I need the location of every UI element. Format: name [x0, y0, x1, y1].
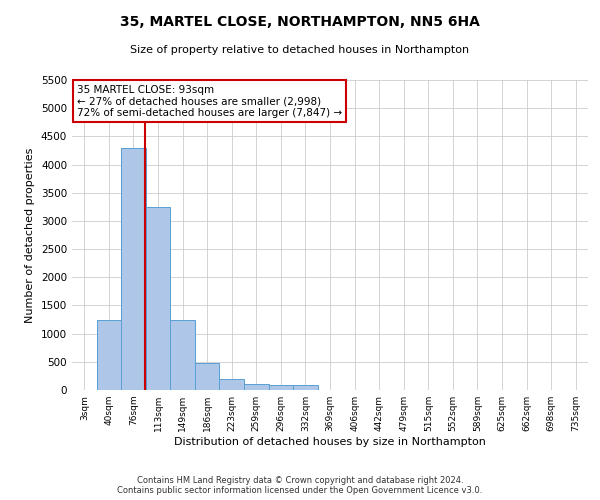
Bar — [170, 320, 195, 390]
Bar — [97, 320, 121, 390]
Bar — [244, 384, 269, 390]
Bar — [220, 378, 244, 390]
Bar — [146, 207, 170, 390]
X-axis label: Distribution of detached houses by size in Northampton: Distribution of detached houses by size … — [174, 437, 486, 447]
Bar — [195, 363, 220, 390]
Text: 35, MARTEL CLOSE, NORTHAMPTON, NN5 6HA: 35, MARTEL CLOSE, NORTHAMPTON, NN5 6HA — [120, 15, 480, 29]
Y-axis label: Number of detached properties: Number of detached properties — [25, 148, 35, 322]
Text: Contains HM Land Registry data © Crown copyright and database right 2024.
Contai: Contains HM Land Registry data © Crown c… — [118, 476, 482, 495]
Bar — [121, 148, 146, 390]
Text: 35 MARTEL CLOSE: 93sqm
← 27% of detached houses are smaller (2,998)
72% of semi-: 35 MARTEL CLOSE: 93sqm ← 27% of detached… — [77, 84, 342, 118]
Text: Size of property relative to detached houses in Northampton: Size of property relative to detached ho… — [130, 45, 470, 55]
Bar — [293, 386, 318, 390]
Bar — [269, 386, 293, 390]
